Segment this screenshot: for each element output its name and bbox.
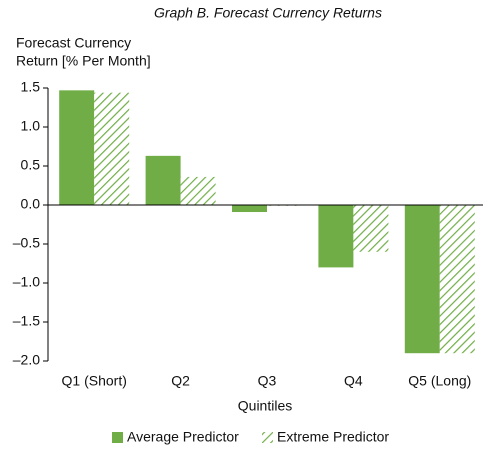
bar xyxy=(145,155,181,205)
y-tick-label: 0.0 xyxy=(21,196,41,212)
chart-title: Graph B. Forecast Currency Returns xyxy=(154,5,382,21)
y-axis-label: Forecast Currency xyxy=(16,35,131,51)
y-tick-label: –1.5 xyxy=(13,313,40,329)
x-tick-label: Q3 xyxy=(258,373,277,389)
bar xyxy=(318,205,354,268)
y-tick-label: 1.0 xyxy=(21,118,41,134)
bar xyxy=(94,92,130,205)
y-axis-label: Return [% Per Month] xyxy=(16,53,151,69)
legend-label: Average Predictor xyxy=(127,429,239,445)
x-axis-label: Quintiles xyxy=(238,398,292,414)
y-tick-label: –2.0 xyxy=(13,352,40,368)
legend-label: Extreme Predictor xyxy=(277,429,389,445)
y-tick-label: –0.5 xyxy=(13,235,40,251)
x-tick-label: Q4 xyxy=(344,373,363,389)
legend-swatch xyxy=(262,432,273,443)
x-tick-label: Q2 xyxy=(171,373,190,389)
x-tick-label: Q5 (Long) xyxy=(408,373,471,389)
bar xyxy=(353,205,389,252)
bar xyxy=(404,205,440,354)
y-tick-label: 0.5 xyxy=(21,157,41,173)
bar xyxy=(180,176,216,205)
bar xyxy=(232,205,267,213)
bar xyxy=(439,205,475,354)
x-tick-label: Q1 (Short) xyxy=(62,373,127,389)
legend-swatch xyxy=(112,432,123,443)
y-tick-label: –1.0 xyxy=(13,274,40,290)
bar xyxy=(59,90,95,205)
y-tick-label: 1.5 xyxy=(21,79,41,95)
